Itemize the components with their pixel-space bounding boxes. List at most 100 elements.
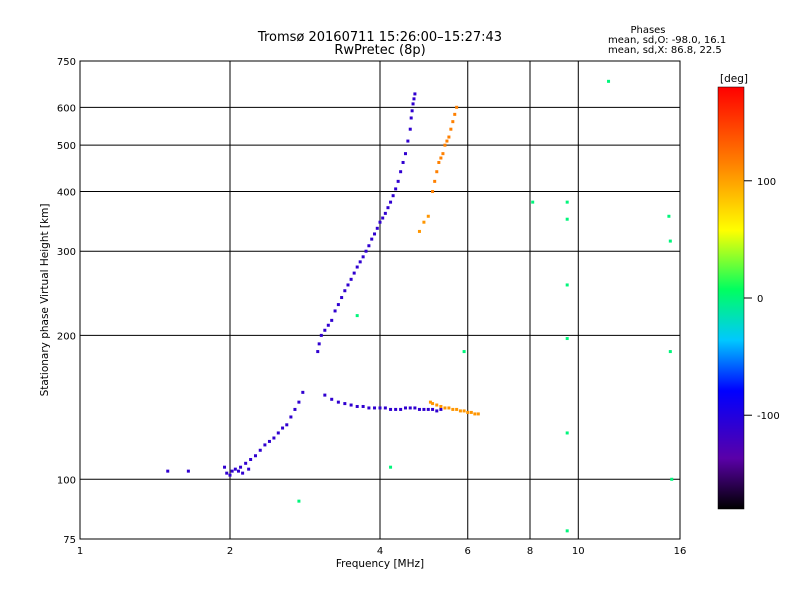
data-point [383,211,387,215]
data-point [565,529,569,533]
y-tick-label: 400 [57,187,76,198]
data-point [326,323,330,327]
data-point [473,412,477,416]
x-tick-labels: 1 2 4 6 8 10 16 [77,546,687,557]
data-point [323,393,327,397]
data-point [236,469,240,473]
data-point [422,407,426,411]
data-point [394,407,398,411]
data-point [389,407,393,411]
data-point [378,406,382,410]
data-point [253,454,257,458]
data-point [439,156,443,160]
data-point [431,402,435,406]
data-point [389,465,393,469]
data-point [531,200,535,204]
data-point [437,160,441,164]
y-tick-label: 600 [57,103,76,114]
data-point [343,289,347,293]
x-tick-label: 16 [674,546,687,557]
stats-heading: Phases [630,25,665,36]
data-point [233,467,237,471]
x-tick-label: 6 [465,546,471,557]
data-point [249,457,253,461]
data-point [412,97,416,101]
data-point [166,469,170,473]
colorbar-tick-label: -100 [757,411,780,422]
data-point [447,135,451,139]
data-point [399,170,403,174]
data-point [330,318,334,322]
data-point [455,407,459,411]
data-point [355,404,359,408]
data-point [394,187,398,191]
data-point [381,216,385,220]
data-point [403,152,407,156]
data-point [413,92,417,96]
data-point [451,407,455,411]
data-point [668,350,672,354]
y-tick-label: 300 [57,247,76,258]
data-point [378,220,382,224]
y-tick-label: 500 [57,141,76,152]
data-point [466,410,470,414]
data-point [258,448,262,452]
data-point [565,283,569,287]
data-point [451,120,455,124]
data-point [297,400,301,404]
data-point [670,477,674,481]
data-point [370,237,374,241]
data-point [343,402,347,406]
data-point [333,309,337,313]
data-point [417,407,421,411]
data-point [413,406,417,410]
data-point [565,431,569,435]
data-point [373,406,377,410]
y-tick-label: 100 [57,475,76,486]
data-point [408,406,412,410]
data-point [228,473,232,477]
data-point [431,189,435,193]
data-point [230,469,234,473]
data-point [443,406,447,410]
data-point [410,109,414,113]
data-point [426,214,430,218]
data-point [223,465,227,469]
data-point [439,404,443,408]
data-point [361,255,365,259]
data-point [349,277,353,281]
data-point [319,333,323,337]
data-point [422,220,426,224]
data-point [449,127,453,131]
colorbar [717,86,745,510]
stats-line-o: mean, sd,O: -98.0, 16.1 [608,35,726,46]
data-point [391,194,395,198]
data-point [263,443,267,447]
data-point [346,283,350,287]
data-point [431,407,435,411]
data-point [355,265,359,269]
data-point [239,465,243,469]
data-point [336,400,340,404]
data-point [375,226,379,230]
data-point [406,139,410,143]
data-point [458,409,462,413]
y-tick-label: 75 [63,535,76,546]
data-point [408,127,412,131]
colorbar-label: [deg] [720,73,748,85]
data-point [330,397,334,401]
data-point [281,426,285,430]
data-point [399,407,403,411]
data-point [323,328,327,332]
x-tick-label: 8 [527,546,533,557]
y-axis-label: Stationary phase Virtual Height [km] [39,204,51,397]
data-point [607,79,611,83]
data-point [565,217,569,221]
data-point [267,439,271,443]
data-point [186,469,190,473]
data-point [293,407,297,411]
data-point [668,239,672,243]
data-point [439,407,443,411]
data-point [476,412,480,416]
